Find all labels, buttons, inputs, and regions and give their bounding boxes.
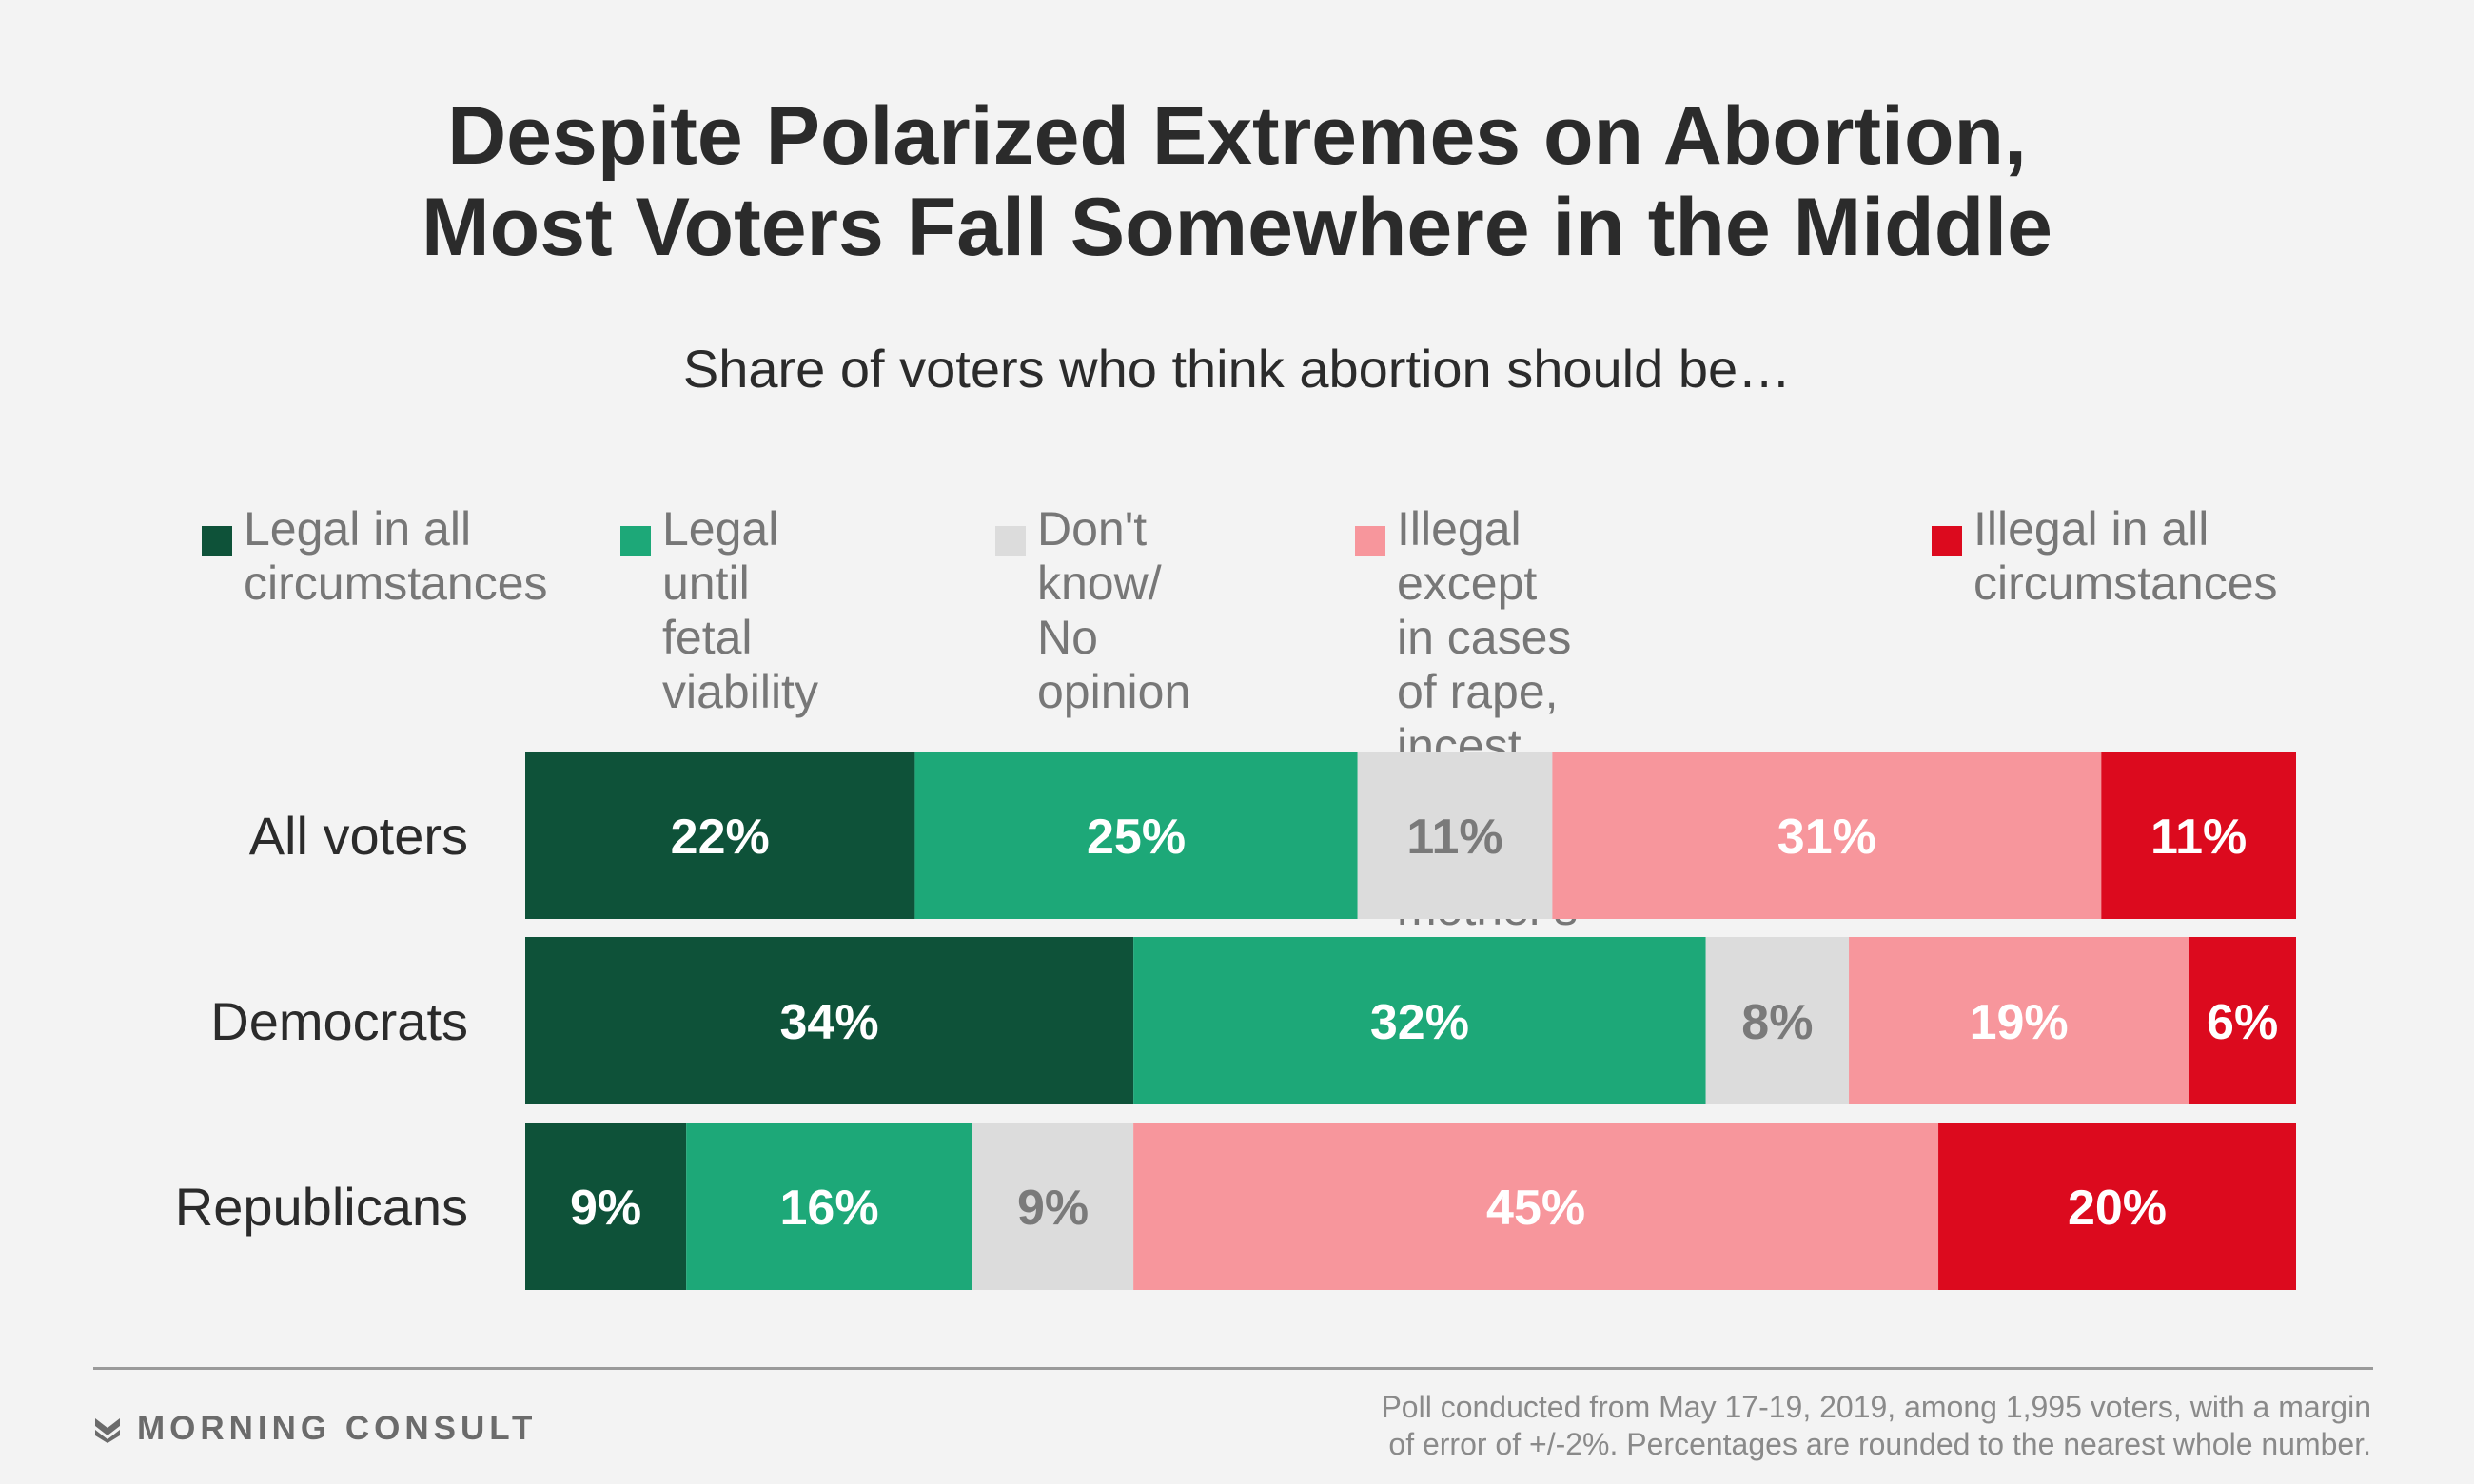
brand: MORNING CONSULT xyxy=(93,1408,537,1450)
morning-consult-logo-icon xyxy=(95,1418,120,1443)
category-label: Republicans xyxy=(175,1177,468,1237)
category-label: Democrats xyxy=(210,991,468,1051)
data-label: 20% xyxy=(2068,1181,2167,1236)
bar-segment xyxy=(525,1123,687,1290)
legend-swatch xyxy=(995,526,1026,556)
data-label: 9% xyxy=(1017,1181,1089,1236)
bar-segment xyxy=(2189,937,2296,1104)
bar-segment xyxy=(686,1123,972,1290)
data-label: 11% xyxy=(2150,810,2247,865)
source-note-line-1: Poll conducted from May 17-19, 2019, amo… xyxy=(1381,1390,2371,1424)
legend-swatch xyxy=(620,526,651,556)
bar-segment xyxy=(1938,1123,2296,1290)
data-label: 22% xyxy=(671,810,770,865)
chart-title: Despite Polarized Extremes on Abortion, … xyxy=(0,90,2474,273)
data-label: 19% xyxy=(1970,995,2069,1050)
bar-segment xyxy=(1552,752,2102,919)
legend-label: Legal until fetal viability xyxy=(662,502,818,718)
legend-swatch xyxy=(202,526,232,556)
chart-subtitle: Share of voters who think abortion shoul… xyxy=(682,339,1792,399)
source-note: Poll conducted from May 17-19, 2019, amo… xyxy=(1229,1389,2371,1463)
bar-segment xyxy=(1133,1123,1939,1290)
title-line-2: Most Voters Fall Somewhere in the Middle xyxy=(422,182,2052,273)
bar-segment xyxy=(2101,752,2296,919)
bar-segment xyxy=(1849,937,2189,1104)
data-label: 32% xyxy=(1370,995,1469,1050)
brand-name: MORNING CONSULT xyxy=(137,1410,538,1447)
data-label: 8% xyxy=(1741,995,1813,1050)
data-label: 16% xyxy=(780,1181,879,1236)
bar-segment xyxy=(1133,937,1706,1104)
data-label: 25% xyxy=(1087,810,1186,865)
legend-swatch xyxy=(1932,526,1962,556)
legend-label: Illegal in all circumstances xyxy=(1973,502,2278,610)
data-label: 45% xyxy=(1486,1181,1585,1236)
data-label: 6% xyxy=(2207,995,2278,1050)
bar-segment xyxy=(972,1123,1134,1290)
legend-swatch xyxy=(1355,526,1385,556)
title-line-1: Despite Polarized Extremes on Abortion, xyxy=(447,90,2027,182)
footer-divider xyxy=(93,1367,2373,1370)
bar-segment xyxy=(525,937,1134,1104)
data-label: 31% xyxy=(1777,810,1876,865)
legend-label: Legal in all circumstances xyxy=(244,502,548,610)
data-label: 9% xyxy=(570,1181,641,1236)
bar-segment xyxy=(1705,937,1850,1104)
source-note-line-2: of error of +/-2%. Percentages are round… xyxy=(1388,1427,2371,1461)
category-label: All voters xyxy=(249,806,468,866)
data-label: 11% xyxy=(1406,810,1502,865)
bar-segment xyxy=(914,752,1358,919)
bar-segment xyxy=(1357,752,1553,919)
bar-segment xyxy=(525,752,915,919)
legend-label: Don't know/ No opinion xyxy=(1037,502,1191,718)
data-label: 34% xyxy=(780,995,879,1050)
